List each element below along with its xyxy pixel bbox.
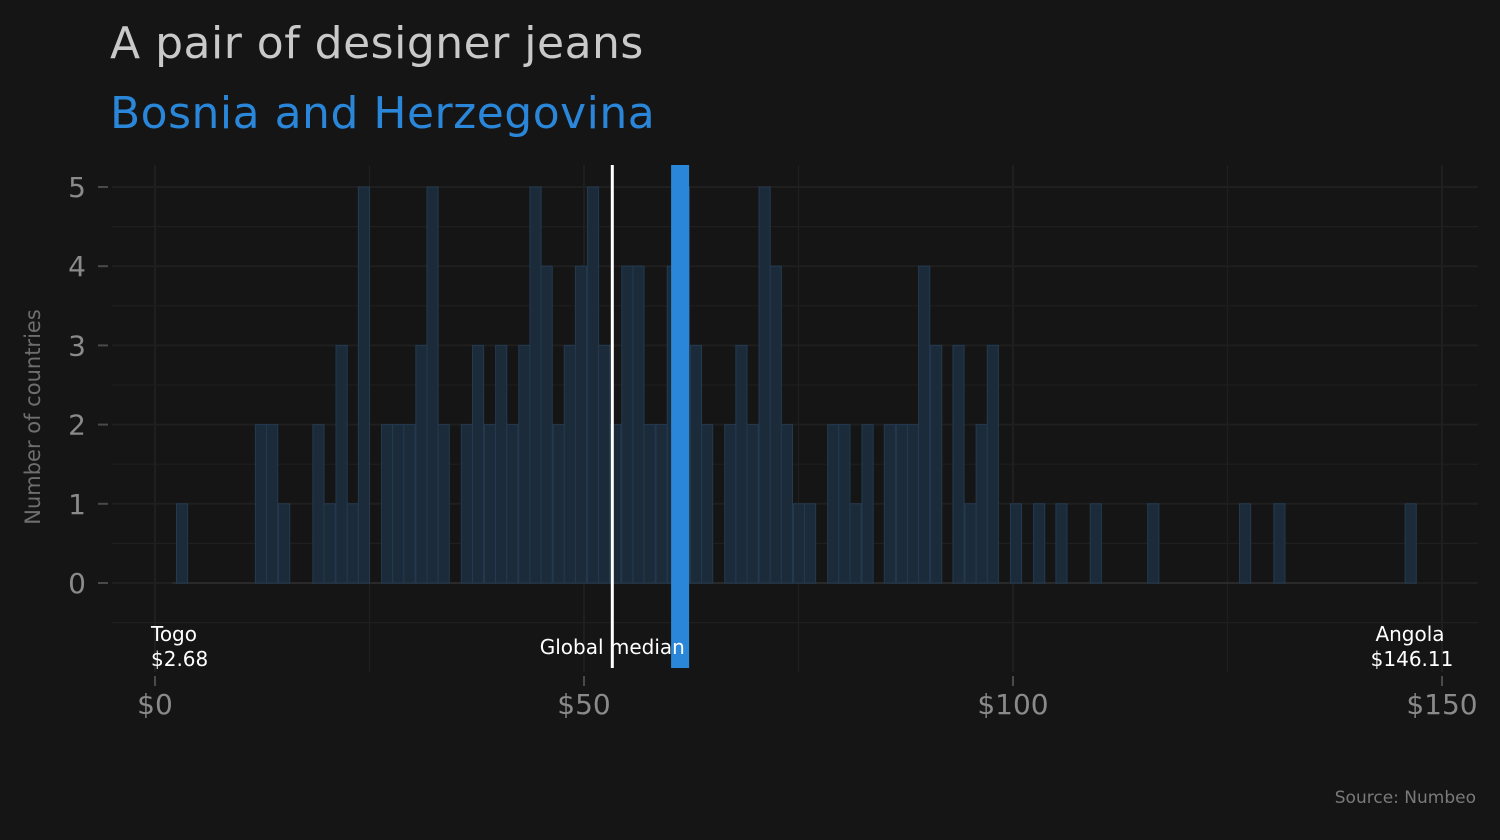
- histogram-bar: [266, 424, 279, 584]
- histogram-bar: [346, 503, 359, 584]
- histogram-bar: [1273, 503, 1286, 584]
- histogram-bar: [769, 265, 782, 584]
- min-country-label: Togo: [150, 622, 197, 646]
- y-tick-label: 5: [68, 171, 86, 204]
- histogram-bar: [1239, 503, 1252, 584]
- x-tick-label: $50: [557, 688, 610, 721]
- source-note: Source: Numbeo: [1334, 788, 1476, 808]
- histogram-bar: [175, 503, 189, 584]
- histogram-bar: [883, 424, 896, 584]
- histogram-bar: [906, 424, 920, 584]
- histogram-bar: [540, 265, 553, 584]
- histogram-bar: [861, 424, 874, 584]
- histogram-bar: [735, 344, 748, 584]
- histogram-bar: [701, 424, 714, 584]
- histogram-bar: [563, 344, 576, 584]
- max-country-label: Angola: [1375, 622, 1444, 646]
- max-country-value: $146.11: [1371, 647, 1454, 671]
- histogram-bar: [655, 424, 668, 584]
- histogram-bar: [952, 344, 965, 584]
- histogram-bar: [552, 424, 565, 584]
- histogram-bar: [986, 344, 999, 584]
- histogram-bar: [1404, 503, 1417, 584]
- y-tick-label: 1: [68, 488, 86, 521]
- histogram-bar: [746, 424, 759, 584]
- histogram-bar: [506, 424, 519, 584]
- histogram-bar: [975, 424, 988, 584]
- histogram-bar: [827, 424, 840, 584]
- histogram-bar: [838, 424, 851, 584]
- global-median-label: Global median: [540, 635, 685, 659]
- histogram-bar: [1147, 503, 1160, 584]
- histogram-bar: [335, 344, 348, 584]
- histogram-bar: [724, 424, 737, 584]
- histogram-bar: [437, 424, 450, 584]
- min-country-value: $2.68: [151, 647, 208, 671]
- histogram-bar: [518, 344, 531, 584]
- histogram-bar: [792, 503, 806, 584]
- histogram-bar: [1033, 503, 1046, 584]
- x-tick-label: $0: [137, 688, 173, 721]
- histogram-bar: [483, 424, 497, 584]
- histogram-bar: [689, 344, 703, 584]
- histogram-bar: [392, 424, 405, 584]
- histogram-bar: [1009, 503, 1023, 584]
- histogram-bar: [574, 265, 588, 584]
- y-axis-label: Number of countries: [21, 309, 45, 525]
- histogram-bar: [918, 265, 931, 584]
- chart-title: A pair of designer jeans: [110, 18, 644, 69]
- y-tick-label: 2: [68, 409, 86, 442]
- histogram-bar: [471, 344, 485, 584]
- histogram-bar: [323, 503, 336, 584]
- histogram-bar: [1089, 503, 1102, 584]
- histogram-bar: [254, 424, 268, 584]
- histogram-bar: [586, 186, 600, 584]
- histogram-bar: [403, 424, 416, 584]
- histogram-bar: [460, 424, 473, 584]
- histogram-bar: [278, 503, 291, 584]
- x-tick-label: $100: [977, 688, 1048, 721]
- histogram-bar: [780, 424, 793, 584]
- histogram-bar: [849, 503, 862, 584]
- histogram-bar: [381, 424, 394, 584]
- histogram-bar: [609, 424, 622, 584]
- histogram-bar: [632, 265, 645, 584]
- histogram-bar: [930, 344, 943, 584]
- histogram-bar: [804, 503, 817, 584]
- histogram-bar: [964, 503, 977, 584]
- chart-subtitle: Bosnia and Herzegovina: [110, 88, 656, 139]
- histogram-bar: [598, 344, 611, 584]
- histogram-bar: [1055, 503, 1068, 584]
- histogram-bar: [895, 424, 908, 584]
- y-tick-label: 4: [68, 250, 86, 283]
- histogram-bar: [426, 186, 439, 584]
- x-tick-label: $150: [1406, 688, 1477, 721]
- histogram-bar: [357, 186, 371, 584]
- histogram-bar: [415, 344, 428, 584]
- histogram-bar: [529, 186, 542, 584]
- histogram-bar: [312, 424, 325, 584]
- y-tick-label: 3: [68, 329, 86, 362]
- y-tick-label: 0: [68, 567, 86, 600]
- highlight-country-line: [671, 165, 690, 668]
- histogram-bar: [621, 265, 634, 584]
- histogram-bar: [495, 344, 508, 584]
- histogram-bar: [643, 424, 656, 584]
- histogram-bar: [758, 186, 771, 584]
